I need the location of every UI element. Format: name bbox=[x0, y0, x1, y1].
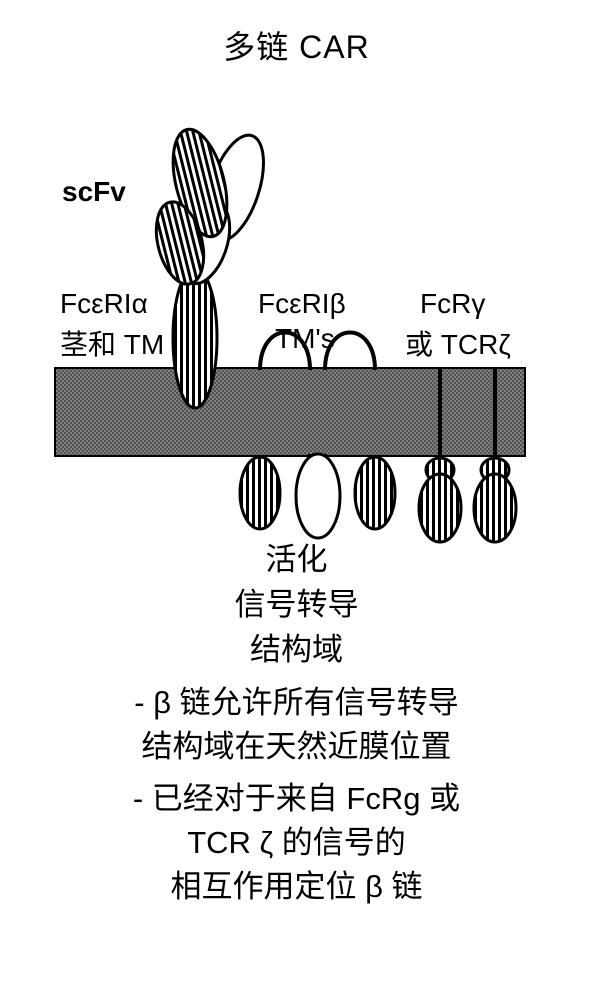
label-fcrg: FcRγ bbox=[420, 288, 485, 320]
label-fcerib-sub: TM's bbox=[275, 323, 335, 355]
bullet2-line2: TCR ζ 的信号的 bbox=[0, 821, 593, 865]
bullet1-line2: 结构域在天然近膜位置 bbox=[0, 725, 593, 769]
scfv-group bbox=[148, 124, 274, 290]
label-scfv: scFv bbox=[62, 176, 126, 208]
bullet1-line1: - β 链允许所有信号转导 bbox=[0, 681, 593, 725]
bullet2-line3: 相互作用定位 β 链 bbox=[0, 865, 593, 909]
label-fcerib: FcεRIβ bbox=[258, 288, 346, 320]
caption-block: 活化 信号转导 结构域 bbox=[0, 538, 593, 673]
caption-line3: 结构域 bbox=[0, 628, 593, 673]
fceria-stalk bbox=[173, 268, 217, 408]
label-fcrg-cn: 或 TCRζ bbox=[405, 323, 511, 363]
figure-title: 多链 CAR bbox=[0, 0, 593, 68]
diagram-area: scFv FcεRIα 茎和 TM FcεRIβ TM's FcRγ 或 TCR… bbox=[0, 88, 593, 528]
membrane bbox=[55, 368, 525, 456]
bullet1: - β 链允许所有信号转导 结构域在天然近膜位置 bbox=[0, 681, 593, 769]
caption-line2: 信号转导 bbox=[0, 583, 593, 628]
bullet2: - 已经对于来自 FcRg 或 TCR ζ 的信号的 相互作用定位 β 链 bbox=[0, 777, 593, 909]
bullet2-line1: - 已经对于来自 FcRg 或 bbox=[0, 777, 593, 821]
label-fceria: FcεRIα bbox=[60, 288, 148, 320]
label-fceria-cn: 茎和 TM bbox=[60, 323, 164, 363]
